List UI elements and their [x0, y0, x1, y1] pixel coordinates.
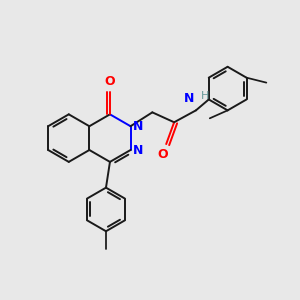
Text: N: N: [133, 143, 143, 157]
Text: O: O: [105, 75, 115, 88]
Text: N: N: [133, 120, 143, 133]
Text: O: O: [157, 148, 168, 161]
Text: N: N: [184, 92, 194, 105]
Text: H: H: [201, 92, 209, 101]
